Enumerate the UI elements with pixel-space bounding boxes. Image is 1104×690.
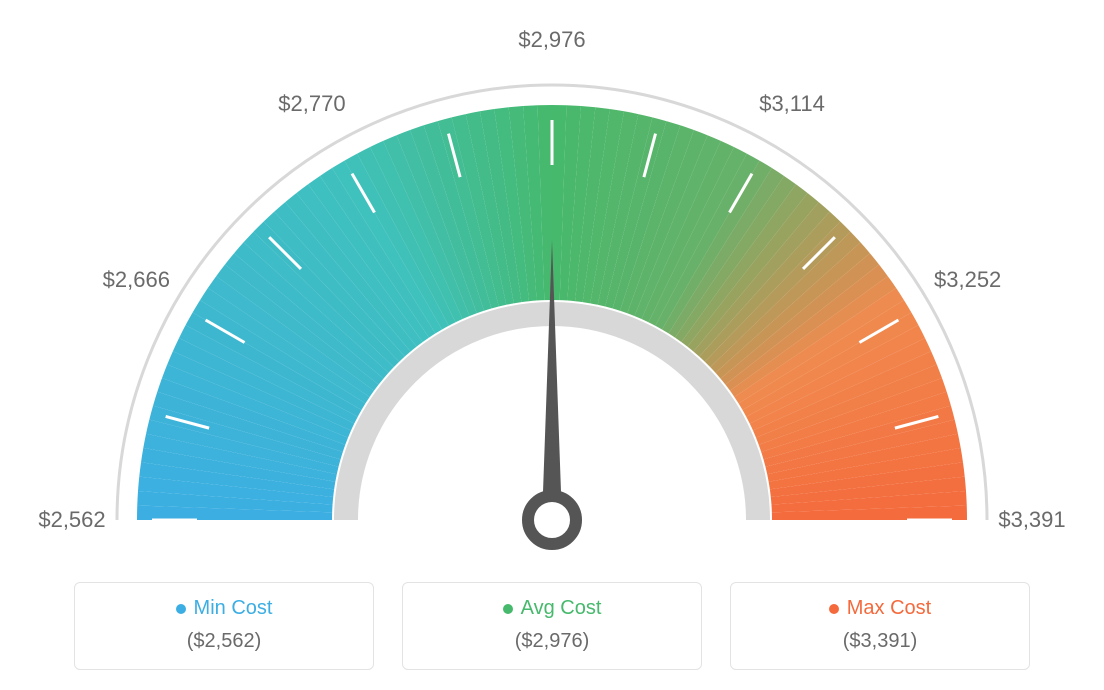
legend-max-top: Max Cost <box>731 597 1029 620</box>
dot-icon <box>503 604 513 614</box>
gauge-tick-label: $3,391 <box>998 507 1065 533</box>
legend-card-avg: Avg Cost ($2,976) <box>402 582 702 670</box>
legend-min-value: ($2,562) <box>75 630 373 653</box>
legend-card-min: Min Cost ($2,562) <box>74 582 374 670</box>
legend-card-max: Max Cost ($3,391) <box>730 582 1030 670</box>
gauge-tick-label: $2,666 <box>103 267 170 293</box>
legend-avg-top: Avg Cost <box>403 597 701 620</box>
legend-min-top: Min Cost <box>75 597 373 620</box>
dot-icon <box>829 604 839 614</box>
gauge-tick-label: $2,976 <box>518 27 585 53</box>
legend-max-label: Max Cost <box>847 597 931 620</box>
legend-avg-value: ($2,976) <box>403 630 701 653</box>
legend-max-value: ($3,391) <box>731 630 1029 653</box>
dot-icon <box>176 604 186 614</box>
legend-row: Min Cost ($2,562) Avg Cost ($2,976) Max … <box>0 582 1104 670</box>
gauge-tick-label: $2,562 <box>38 507 105 533</box>
legend-avg-label: Avg Cost <box>521 597 602 620</box>
gauge-chart: $2,562 $2,666 $2,770 $2,976 $3,114 $3,252 $3,3… <box>0 0 1104 560</box>
gauge-tick-label: $3,252 <box>934 267 1001 293</box>
legend-min-label: Min Cost <box>194 597 273 620</box>
gauge-tick-label: $3,114 <box>759 91 825 117</box>
gauge-tick-label: $2,770 <box>278 91 345 117</box>
